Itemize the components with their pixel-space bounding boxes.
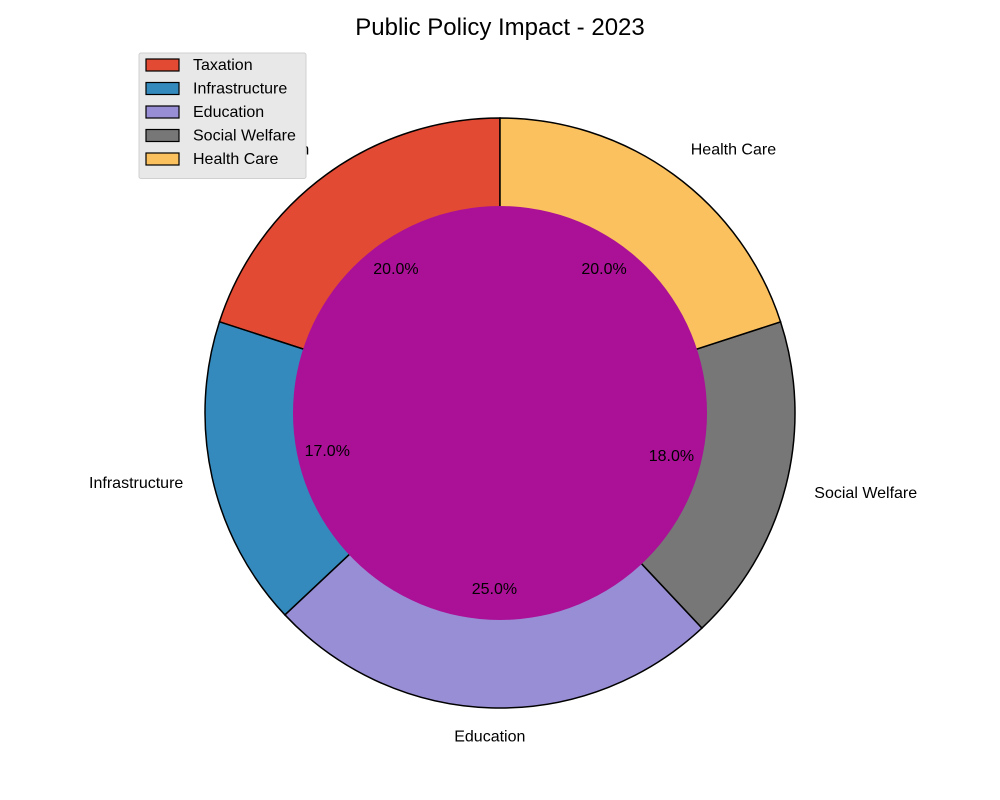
pct-label-social-welfare: 18.0%	[649, 448, 694, 465]
slice-label-education: Education	[454, 729, 525, 746]
legend-label-taxation: Taxation	[193, 57, 253, 74]
legend-swatch-health-care	[145, 152, 180, 166]
slice-label-infrastructure: Infrastructure	[89, 475, 183, 492]
pct-label-infrastructure: 17.0%	[305, 443, 350, 460]
pct-label-education: 25.0%	[472, 581, 517, 598]
percentage-labels: 20.0% 17.0% 25.0% 18.0% 20.0%	[305, 261, 695, 598]
legend: Taxation Infrastructure Education Social We…	[138, 52, 307, 179]
pct-label-taxation: 20.0%	[373, 261, 418, 278]
slice-label-social-welfare: Social Welfare	[814, 485, 917, 502]
legend-swatch-education	[145, 105, 180, 119]
legend-label-education: Education	[193, 104, 264, 121]
legend-box	[138, 52, 307, 179]
legend-swatch-taxation	[145, 58, 180, 72]
legend-swatch-infrastructure	[145, 81, 180, 96]
pct-label-health-care: 20.0%	[581, 261, 626, 278]
chart-title: Public Policy Impact - 2023	[355, 14, 644, 41]
legend-label-infrastructure: Infrastructure	[193, 81, 287, 98]
legend-swatch-social-welfare	[145, 128, 180, 143]
slice-label-health-care: Health Care	[691, 142, 776, 159]
donut-center	[293, 206, 707, 620]
legend-label-health-care: Health Care	[193, 151, 278, 168]
legend-label-social-welfare: Social Welfare	[193, 128, 296, 145]
